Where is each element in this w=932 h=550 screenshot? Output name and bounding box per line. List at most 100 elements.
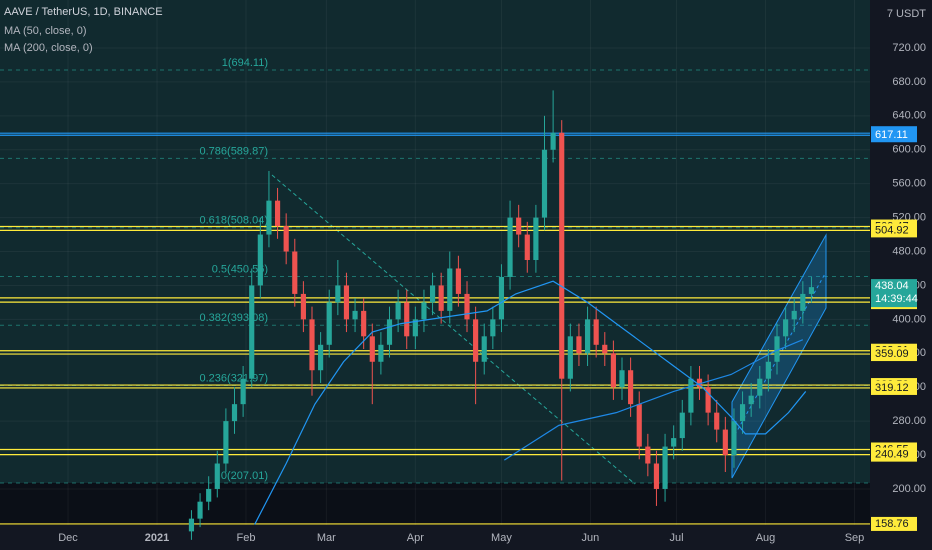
- candle-body: [541, 149, 548, 218]
- last-price-tag: [871, 279, 917, 308]
- candle-body: [343, 285, 350, 320]
- candle-body: [447, 268, 453, 311]
- time-axis: [0, 525, 870, 550]
- candle-body: [645, 446, 651, 464]
- candle-body: [791, 310, 797, 320]
- candle-body: [653, 463, 660, 489]
- fib-label: 0(207.01): [221, 470, 268, 482]
- price-tag-label: 617.11: [875, 129, 908, 141]
- candle-body: [516, 217, 522, 235]
- candle-body: [757, 378, 763, 396]
- y-tick-label: 560.00: [892, 178, 926, 190]
- candle-body: [584, 319, 591, 354]
- candle-body: [696, 378, 703, 388]
- y-tick-label: 280.00: [892, 415, 926, 427]
- countdown: 14:39:44: [875, 293, 918, 305]
- candle-body: [464, 293, 470, 320]
- candle-body: [266, 200, 272, 235]
- candle-body: [318, 344, 324, 371]
- candle-body: [240, 378, 246, 405]
- candle-body: [576, 336, 582, 354]
- candle-body: [412, 319, 418, 337]
- candle-body: [481, 336, 487, 362]
- candle-body: [197, 501, 203, 519]
- candle-body: [326, 302, 332, 345]
- legend-entry: MA (50, close, 0): [4, 25, 87, 37]
- candle-body: [610, 353, 616, 388]
- moving-average: [254, 280, 807, 525]
- price-tag: [871, 347, 917, 362]
- y-tick-label: 600.00: [892, 144, 926, 156]
- x-tick-label: Aug: [756, 532, 776, 544]
- price-tag-label: 504.92: [875, 224, 909, 236]
- price-tag: [871, 516, 917, 531]
- chart-title: AAVE / TetherUS, 1D, BINANCE: [4, 6, 163, 18]
- candle-body: [214, 463, 220, 489]
- candle-body: [774, 336, 780, 362]
- candle-body: [739, 404, 746, 422]
- candle-body: [421, 302, 427, 320]
- fib-label: 0.382(393.08): [200, 312, 269, 324]
- candle-body: [490, 319, 496, 337]
- y-tick-label: 200.00: [892, 483, 926, 495]
- candle-body: [800, 293, 806, 311]
- candle-body: [438, 285, 444, 311]
- candle-body: [369, 336, 375, 362]
- candle-body: [765, 361, 771, 379]
- candle-body: [731, 421, 737, 456]
- fib-label: 1(694.11): [222, 57, 268, 69]
- candle-body: [188, 518, 195, 532]
- candle-body: [249, 285, 255, 379]
- candle-body: [688, 378, 694, 413]
- currency-label: 7 USDT: [887, 8, 926, 20]
- fib-label: 0.5(450.56): [212, 263, 268, 275]
- candle-body: [783, 319, 789, 337]
- y-tick-label: 400.00: [892, 313, 926, 325]
- fib-label: 0.786(589.87): [200, 145, 269, 157]
- candle-body: [628, 370, 634, 405]
- candle-body: [231, 404, 238, 422]
- price-tag-label: 240.49: [875, 449, 909, 461]
- candle-body: [662, 446, 668, 489]
- candle-body: [352, 310, 358, 320]
- price-tag: [871, 128, 917, 143]
- candle-body: [206, 488, 212, 502]
- candle-body: [257, 234, 263, 286]
- candle-body: [386, 319, 393, 345]
- candle-body: [705, 387, 711, 413]
- price-tag-label: 359.09: [875, 348, 909, 360]
- candle-body: [473, 319, 479, 362]
- candle-body: [602, 344, 608, 354]
- candle-body: [274, 200, 281, 227]
- candle-body: [309, 319, 315, 371]
- x-tick-label: Dec: [58, 532, 78, 544]
- candle-body: [808, 287, 815, 294]
- candle-body: [498, 276, 505, 320]
- fib-zone: [0, 483, 870, 525]
- x-tick-label: Jun: [582, 532, 600, 544]
- y-tick-label: 640.00: [892, 110, 926, 122]
- candle-body: [619, 370, 625, 388]
- candle-body: [559, 132, 565, 379]
- y-tick-label: 720.00: [892, 42, 926, 54]
- price-tag: [871, 380, 917, 395]
- candle-body: [378, 344, 384, 362]
- last-price: 438.04: [875, 280, 909, 292]
- fib-label: 0.236(321.97): [200, 372, 269, 384]
- moving-average: [503, 339, 804, 461]
- price-tag-label: 158.76: [875, 518, 909, 530]
- price-tag: [871, 447, 917, 462]
- candle-body: [593, 319, 599, 345]
- price-tag-label: 319.12: [875, 382, 909, 394]
- candle-body: [722, 429, 728, 456]
- candle-body: [567, 336, 573, 379]
- x-tick-label: 2021: [145, 532, 169, 544]
- candle-body: [671, 438, 677, 447]
- candle-body: [533, 217, 539, 260]
- x-tick-label: May: [491, 532, 512, 544]
- candle-body: [636, 404, 642, 447]
- x-tick-label: Apr: [407, 532, 424, 544]
- y-tick-label: 480.00: [892, 245, 926, 257]
- fib-label: 0.618(508.04): [200, 215, 269, 227]
